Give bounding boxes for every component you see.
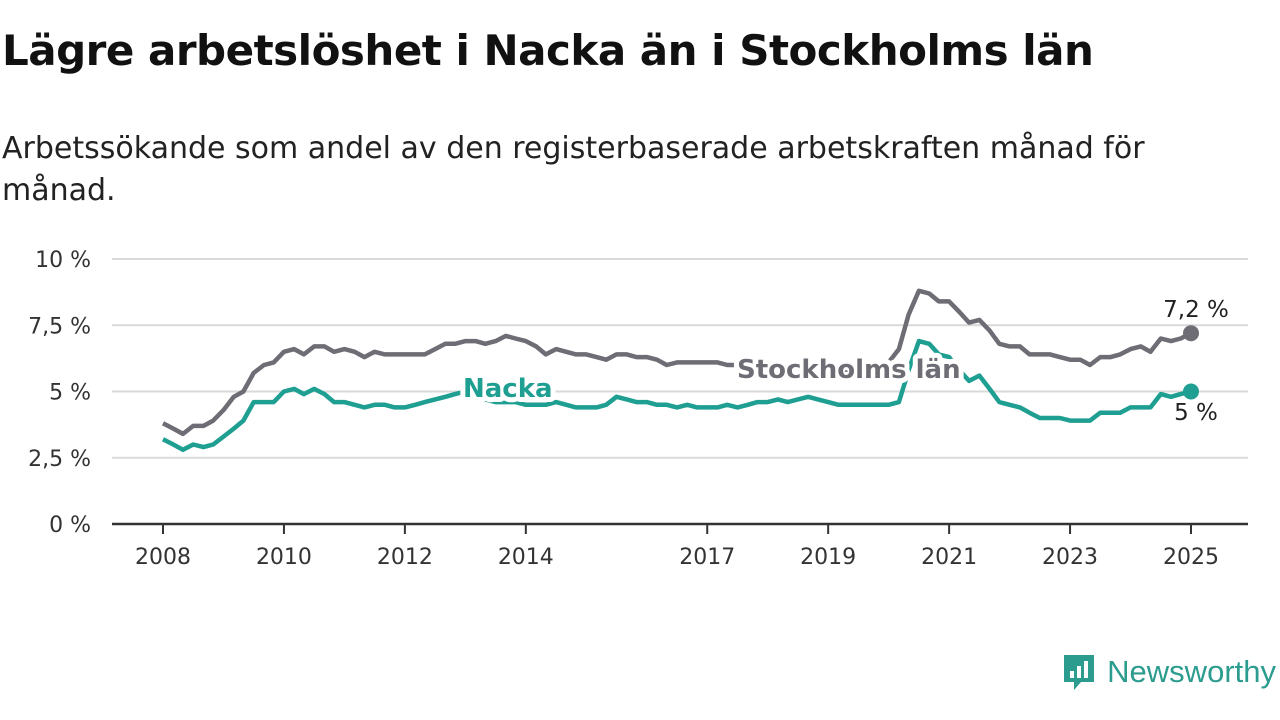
y-tick-label: 10 %	[35, 248, 91, 273]
brand-name: Newsworthy	[1107, 654, 1276, 689]
series-label-stockholms-lan-halo: Stockholms län	[737, 355, 961, 385]
x-tick-label: 2008	[135, 545, 191, 570]
series-line-stockholms-lan	[161, 288, 1193, 437]
y-tick-label: 5 %	[49, 381, 91, 406]
x-tick-label: 2021	[921, 545, 977, 570]
y-tick-label: 0 %	[49, 513, 91, 538]
x-tick-label: 2010	[256, 545, 312, 570]
y-tick-label: 2,5 %	[28, 447, 91, 472]
x-tick-label: 2025	[1163, 545, 1219, 570]
chart-subtitle: Arbetssökande som andel av den registerb…	[2, 131, 1145, 208]
chart-title: Lägre arbetslöshet i Nacka än i Stockhol…	[2, 26, 1094, 75]
x-tick-label: 2023	[1042, 545, 1098, 570]
brand-logo: Newsworthy	[1061, 652, 1276, 692]
series-label-nacka-halo: Nacka	[463, 374, 553, 404]
x-tick-label: 2017	[679, 545, 735, 570]
series-label-stockholms-lan: Stockholms län	[737, 355, 961, 385]
end-marker-stockholms-lan	[1183, 325, 1199, 342]
newsworthy-logo-icon	[1064, 655, 1095, 690]
end-label-stockholms-lan: 7,2 %	[1163, 297, 1229, 323]
series-line-nacka	[161, 338, 1192, 453]
series-label-nacka: Nacka	[463, 374, 553, 404]
x-tick-label: 2014	[498, 545, 554, 570]
end-marker-nacka	[1183, 383, 1199, 400]
end-label-nacka: 5 %	[1174, 400, 1218, 426]
x-tick-label: 2012	[377, 545, 433, 570]
x-tick-label: 2019	[800, 545, 856, 570]
y-tick-label: 7,5 %	[28, 314, 91, 339]
